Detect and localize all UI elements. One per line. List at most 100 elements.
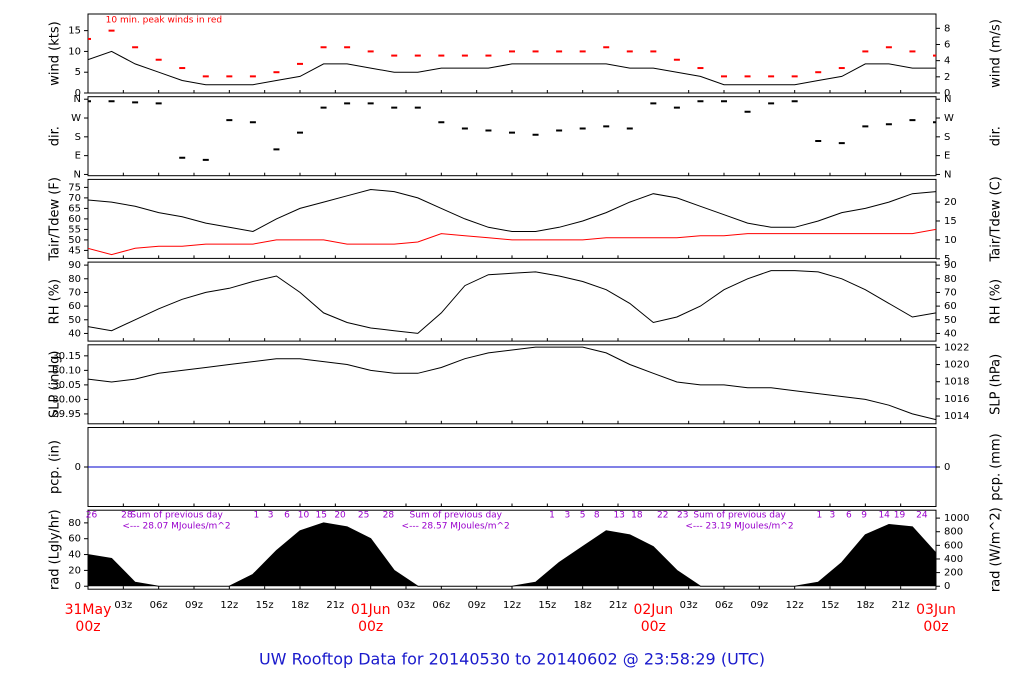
x-tick-label: 06z bbox=[432, 600, 450, 611]
y-tick-label: 10 bbox=[68, 46, 81, 57]
y2-tick-label: 80 bbox=[944, 274, 957, 285]
date-sublabel: 00z bbox=[641, 619, 666, 635]
hour-mark: 3 bbox=[564, 511, 570, 521]
x-tick-label: 21z bbox=[326, 600, 344, 611]
date-label: 03Jun bbox=[916, 602, 956, 618]
hour-mark: 13 bbox=[613, 511, 624, 521]
y-tick-label: E bbox=[75, 151, 81, 162]
hour-mark: 20 bbox=[334, 511, 346, 521]
y-tick-label: 80 bbox=[68, 274, 81, 285]
hour-mark: 18 bbox=[631, 511, 643, 521]
y2-tick-label: W bbox=[944, 113, 954, 124]
y-tick-label: N bbox=[74, 169, 81, 180]
y-axis-label: SLP (inHg) bbox=[48, 351, 63, 419]
y2-tick-label: 1020 bbox=[944, 360, 969, 371]
y2-tick-label: 400 bbox=[944, 554, 963, 565]
y2-tick-label: N bbox=[944, 169, 951, 180]
daily-sum-label: Sum of previous day bbox=[410, 511, 503, 521]
hour-mark: 6 bbox=[846, 511, 852, 521]
date-label: 01Jun bbox=[351, 602, 391, 618]
series-line bbox=[88, 270, 936, 334]
y-tick-label: 70 bbox=[68, 287, 81, 298]
area-fill bbox=[88, 522, 936, 587]
y2-tick-label: 20 bbox=[944, 197, 957, 208]
y2-tick-label: 10 bbox=[944, 235, 957, 246]
y-tick-label: 45 bbox=[68, 245, 81, 256]
hour-mark: 26 bbox=[86, 511, 98, 521]
y-tick-label: 29.95 bbox=[52, 409, 81, 420]
hour-mark: 1 bbox=[254, 511, 260, 521]
y-tick-label: 5 bbox=[75, 67, 81, 78]
hour-mark: 9 bbox=[861, 511, 867, 521]
y-tick-label: 60 bbox=[68, 214, 81, 225]
hour-mark: 22 bbox=[657, 511, 668, 521]
x-tick-label: 12z bbox=[786, 600, 804, 611]
y-tick-label: 60 bbox=[68, 534, 81, 545]
series-line bbox=[88, 50, 936, 86]
date-sublabel: 00z bbox=[75, 619, 100, 635]
y2-tick-label: 1014 bbox=[944, 411, 969, 422]
hour-mark: 28 bbox=[121, 511, 133, 521]
y2-tick-label: 15 bbox=[944, 216, 957, 227]
hour-mark: 24 bbox=[916, 511, 928, 521]
y-tick-label: 40 bbox=[68, 550, 81, 561]
y-tick-label: 30.10 bbox=[52, 365, 81, 376]
y2-tick-label: 50 bbox=[944, 315, 957, 326]
date-label: 02Jun bbox=[633, 602, 673, 618]
x-tick-label: 03z bbox=[397, 600, 415, 611]
x-tick-label: 06z bbox=[150, 600, 168, 611]
y2-tick-label: 6 bbox=[944, 39, 950, 50]
y2-tick-label: 1022 bbox=[944, 342, 969, 353]
hour-mark: 28 bbox=[383, 511, 395, 521]
y2-axis-label: Tair/Tdew (C) bbox=[989, 176, 1004, 262]
y-axis-label: pcp. (in) bbox=[48, 440, 63, 494]
y-tick-label: 30.05 bbox=[52, 380, 81, 391]
y-tick-label: 90 bbox=[68, 260, 81, 271]
y2-axis-label: wind (m/s) bbox=[989, 19, 1004, 88]
series-line bbox=[88, 346, 936, 421]
y-axis-label: rad (Lgly/hr) bbox=[48, 509, 63, 590]
y-tick-label: 60 bbox=[68, 301, 81, 312]
y-tick-label: 30.00 bbox=[52, 394, 81, 405]
y2-tick-label: E bbox=[944, 151, 950, 162]
y-tick-label: 0 bbox=[75, 88, 81, 99]
y-axis-label: dir. bbox=[48, 126, 63, 146]
date-label: 31May bbox=[65, 602, 112, 618]
y2-axis-label: RH (%) bbox=[989, 279, 1004, 324]
y-tick-label: 75 bbox=[68, 182, 81, 193]
x-tick-label: 09z bbox=[750, 600, 768, 611]
y2-tick-label: 2 bbox=[944, 72, 950, 83]
y2-tick-label: 70 bbox=[944, 287, 957, 298]
y2-axis-label: rad (W/m^2) bbox=[989, 507, 1004, 592]
x-tick-label: 12z bbox=[503, 600, 521, 611]
plot-area bbox=[88, 522, 936, 587]
date-sublabel: 00z bbox=[923, 619, 948, 635]
y-axis-label: RH (%) bbox=[48, 279, 63, 324]
y2-tick-label: 200 bbox=[944, 568, 963, 579]
y2-tick-label: 0 bbox=[944, 581, 950, 592]
x-tick-label: 18z bbox=[574, 600, 592, 611]
x-tick-label: 21z bbox=[892, 600, 910, 611]
x-tick-label: 18z bbox=[291, 600, 309, 611]
x-tick-label: 12z bbox=[220, 600, 238, 611]
hour-mark: 3 bbox=[829, 511, 835, 521]
y-tick-label: 80 bbox=[68, 518, 81, 529]
plot-area bbox=[88, 346, 936, 421]
y2-axis-label: dir. bbox=[989, 126, 1004, 146]
series-line bbox=[88, 188, 936, 233]
y2-tick-label: 90 bbox=[944, 260, 957, 271]
y2-tick-label: 60 bbox=[944, 301, 957, 312]
panel-frame bbox=[87, 13, 937, 94]
daily-sum-total: <--- 23.19 MJoules/m^2 bbox=[685, 522, 793, 532]
hour-mark: 15 bbox=[315, 511, 326, 521]
x-tick-label: 09z bbox=[468, 600, 486, 611]
y2-tick-label: 600 bbox=[944, 540, 963, 551]
y2-tick-label: 0 bbox=[944, 462, 950, 473]
hour-mark: 19 bbox=[894, 511, 906, 521]
daily-sum-label: Sum of previous day bbox=[130, 511, 223, 521]
y-tick-label: 20 bbox=[68, 565, 81, 576]
daily-sum-total: <--- 28.07 MJoules/m^2 bbox=[122, 522, 230, 532]
y2-axis-label: pcp. (mm) bbox=[989, 433, 1004, 500]
